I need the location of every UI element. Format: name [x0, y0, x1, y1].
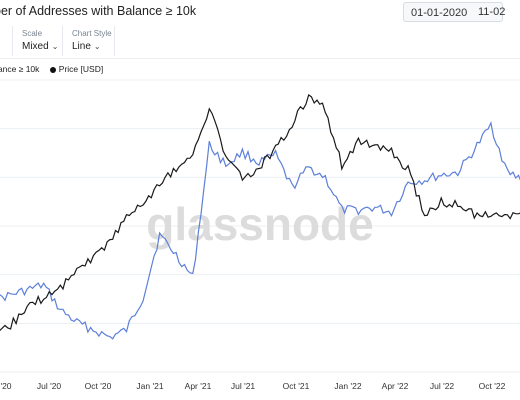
chart-style-control[interactable]: Chart Style Line ⌄ [72, 26, 112, 54]
grid-lines [0, 79, 520, 373]
chart-style-value: Line [72, 41, 91, 52]
toolbar-divider [0, 58, 520, 59]
date-to-input[interactable]: 11-02 [478, 6, 506, 18]
x-tick-label: Jul '21 [231, 381, 256, 391]
legend-addresses[interactable]: lance ≥ 10k [0, 64, 40, 74]
x-tick-label: Apr '21 [185, 381, 212, 391]
x-tick-label: Jan '22 [334, 381, 361, 391]
toolbar-separator [62, 26, 63, 56]
scale-control[interactable]: Scale Mixed ⌄ [22, 26, 58, 54]
x-tick-label: Jul '22 [430, 381, 455, 391]
watermark: glassnode [146, 198, 374, 250]
legend-price[interactable]: Price [USD] [58, 64, 104, 74]
x-tick-label: Apr '22 [382, 381, 409, 391]
scale-value: Mixed [22, 41, 49, 52]
x-axis: '20 Jul '20 Oct '20 Jan '21 Apr '21 Jul '21 Oc… [0, 381, 505, 391]
series-price-line [0, 94, 520, 332]
x-tick-label: Oct '20 [85, 381, 112, 391]
chart-title: ber of Addresses with Balance ≥ 10k [0, 4, 197, 18]
x-tick-label: Jan '21 [136, 381, 163, 391]
chevron-down-icon: ⌄ [51, 42, 59, 51]
x-tick-label: Oct '21 [283, 381, 310, 391]
chevron-down-icon: ⌄ [93, 42, 101, 51]
legend-price-dot [49, 66, 56, 73]
date-from-input[interactable]: 01-01-2020 [403, 2, 503, 22]
chart-style-label: Chart Style [72, 29, 112, 38]
x-tick-label: Jul '20 [37, 381, 62, 391]
toolbar-separator [114, 26, 115, 56]
toolbar-separator [12, 26, 13, 56]
x-tick-label: '20 [0, 381, 11, 391]
legend: lance ≥ 10k Price [USD] [0, 64, 103, 74]
scale-label: Scale [22, 29, 43, 38]
series-addresses-line [0, 120, 520, 340]
x-tick-label: Oct '22 [479, 381, 506, 391]
